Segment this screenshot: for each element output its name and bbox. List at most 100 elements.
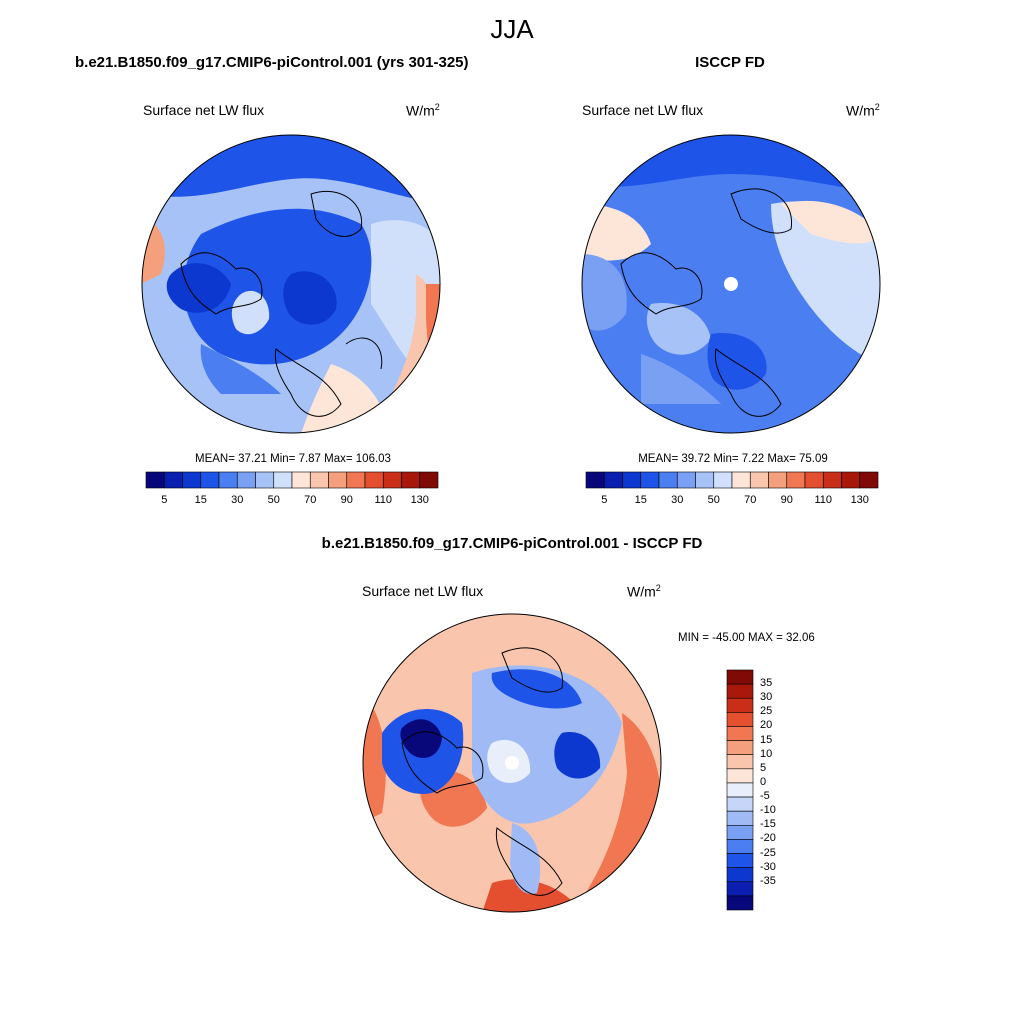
panel-3-field-region bbox=[554, 732, 601, 779]
panel-3-colorbar bbox=[726, 669, 754, 911]
panel-2-field-region bbox=[641, 354, 721, 404]
colorbar-swatch bbox=[676, 471, 696, 489]
colorbar-tick-label: 110 bbox=[814, 494, 833, 506]
colorbar-swatch bbox=[726, 768, 754, 784]
panel-3-field-region bbox=[510, 823, 541, 894]
panel-3-polar-map bbox=[362, 613, 662, 913]
colorbar-tick-label: 90 bbox=[780, 494, 793, 506]
panel-1-title: b.e21.B1850.f09_g17.CMIP6-piControl.001 … bbox=[75, 54, 469, 71]
colorbar-tick-label: -20 bbox=[760, 832, 776, 845]
colorbar-tick-label: 35 bbox=[760, 677, 773, 690]
panel-1-stats: MEAN= 37.21 Min= 7.87 Max= 106.03 bbox=[195, 453, 391, 465]
colorbar-tick-label: -10 bbox=[760, 804, 776, 817]
colorbar-swatch bbox=[145, 471, 165, 489]
colorbar-tick-label: 15 bbox=[634, 494, 647, 506]
colorbar-swatch bbox=[163, 471, 183, 489]
panel-3-field-region bbox=[472, 665, 622, 824]
colorbar-tick-label: 20 bbox=[760, 719, 773, 732]
panel-3-variable-label: Surface net LW flux bbox=[362, 583, 484, 599]
panel-3-coastline bbox=[401, 647, 564, 896]
colorbar-swatch bbox=[640, 471, 660, 489]
colorbar-tick-label: 15 bbox=[760, 733, 773, 746]
colorbar-swatch bbox=[749, 471, 769, 489]
panel-1-field-region bbox=[200, 344, 281, 394]
colorbar-swatch bbox=[658, 471, 678, 489]
colorbar-swatch bbox=[726, 754, 754, 770]
panel-2-units: W/m2 bbox=[846, 102, 880, 119]
panel-2-units-base: W/m bbox=[846, 102, 875, 119]
colorbar-swatch bbox=[603, 471, 623, 489]
colorbar-swatch bbox=[726, 895, 754, 911]
panel-2-field-region bbox=[781, 200, 880, 244]
colorbar-swatch bbox=[585, 471, 605, 489]
panel-2-colorbar-ticks: 5 15 30 50 70 90 110 130 bbox=[586, 494, 878, 508]
panel-1-units-exponent: 2 bbox=[434, 102, 440, 112]
colorbar-tick-label: 50 bbox=[267, 494, 280, 506]
panel-2-polar-hole bbox=[724, 277, 738, 291]
colorbar-swatch bbox=[695, 471, 715, 489]
colorbar-swatch bbox=[419, 471, 439, 489]
colorbar-tick-label: 70 bbox=[744, 494, 757, 506]
colorbar-swatch bbox=[822, 471, 842, 489]
panel-3-colorbar-ticks: 35 30 25 20 15 10 5 0 -5 -10 -15 -20 -25 -30 -35 bbox=[758, 670, 798, 910]
colorbar-swatch bbox=[859, 471, 879, 489]
colorbar-swatch bbox=[713, 471, 733, 489]
panel-1-polar-map bbox=[141, 134, 441, 434]
panel-2-polar-map bbox=[581, 134, 881, 434]
colorbar-swatch bbox=[291, 471, 311, 489]
colorbar-tick-label: 30 bbox=[760, 691, 773, 704]
panel-1-field-region bbox=[283, 271, 337, 325]
panel-1-field-region bbox=[166, 263, 231, 313]
panel-2-coastline bbox=[620, 188, 793, 417]
colorbar-tick-label: 0 bbox=[760, 775, 767, 788]
panel-1-colorbar bbox=[145, 471, 439, 489]
colorbar-swatch bbox=[622, 471, 642, 489]
colorbar-tick-label: 130 bbox=[410, 494, 429, 506]
colorbar-tick-label: 70 bbox=[304, 494, 317, 506]
panel-1-colorbar-ticks: 5 15 30 50 70 90 110 130 bbox=[146, 494, 438, 508]
colorbar-swatch bbox=[786, 471, 806, 489]
colorbar-swatch bbox=[726, 712, 754, 727]
colorbar-swatch bbox=[401, 471, 421, 489]
colorbar-swatch bbox=[726, 782, 754, 798]
colorbar-swatch bbox=[726, 683, 754, 699]
panel-3-stats: MIN = -45.00 MAX = 32.06 bbox=[678, 632, 815, 644]
colorbar-swatch bbox=[726, 697, 754, 713]
colorbar-swatch bbox=[236, 471, 256, 489]
colorbar-swatch bbox=[726, 796, 754, 812]
colorbar-swatch bbox=[726, 853, 754, 868]
colorbar-swatch bbox=[726, 726, 754, 741]
panel-1-variable-label: Surface net LW flux bbox=[143, 102, 265, 118]
panel-1-coastline bbox=[180, 190, 383, 417]
colorbar-swatch bbox=[382, 471, 402, 489]
colorbar-tick-label: 90 bbox=[340, 494, 353, 506]
colorbar-swatch bbox=[726, 669, 754, 685]
colorbar-tick-label: 5 bbox=[161, 494, 168, 506]
panel-3-units: W/m2 bbox=[627, 583, 661, 600]
colorbar-tick-label: -30 bbox=[760, 860, 776, 873]
colorbar-tick-label: 30 bbox=[231, 494, 244, 506]
panel-2-field-region bbox=[582, 204, 651, 261]
colorbar-swatch bbox=[804, 471, 824, 489]
colorbar-swatch bbox=[346, 471, 366, 489]
panel-2-units-exponent: 2 bbox=[874, 102, 880, 112]
panel-2-field-region bbox=[707, 333, 767, 390]
panel-1-field-region bbox=[231, 290, 270, 335]
colorbar-swatch bbox=[309, 471, 329, 489]
colorbar-tick-label: -35 bbox=[760, 874, 776, 887]
panel-1-field-region bbox=[183, 208, 372, 365]
panel-2-stats: MEAN= 39.72 Min= 7.22 Max= 75.09 bbox=[638, 453, 828, 465]
panel-3-units-base: W/m bbox=[627, 583, 656, 600]
panel-3-field-region bbox=[400, 719, 442, 758]
colorbar-swatch bbox=[364, 471, 384, 489]
colorbar-swatch bbox=[182, 471, 202, 489]
colorbar-swatch bbox=[731, 471, 751, 489]
panel-1-units-base: W/m bbox=[406, 102, 435, 119]
colorbar-swatch bbox=[726, 867, 754, 883]
colorbar-tick-label: 25 bbox=[760, 705, 773, 718]
panel-3-units-exponent: 2 bbox=[655, 583, 661, 593]
panel-3-title: b.e21.B1850.f09_g17.CMIP6-piControl.001 … bbox=[321, 535, 703, 552]
colorbar-swatch bbox=[726, 881, 754, 897]
colorbar-tick-label: 30 bbox=[671, 494, 684, 506]
colorbar-swatch bbox=[726, 824, 754, 840]
